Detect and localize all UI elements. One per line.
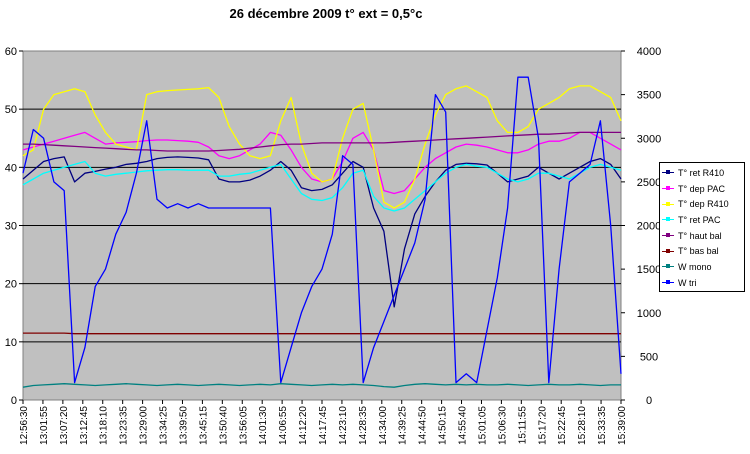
x-tick-label: 14:12:20 [298, 406, 309, 445]
legend-item: W mono [660, 259, 744, 275]
y-left-tick-label: 40 [5, 162, 17, 174]
series-line-t-ret-pac [22, 160, 622, 212]
x-tick-label: 15:01:05 [477, 406, 488, 445]
legend-swatch [662, 280, 674, 285]
x-tick-label: 14:55:40 [458, 406, 469, 445]
x-tick-label: 14:50:15 [438, 406, 449, 445]
x-tick-label: 15:17:20 [537, 406, 548, 445]
x-tick-label: 14:28:35 [358, 406, 369, 445]
legend-item: T° ret PAC [660, 212, 744, 228]
legend-marker [666, 280, 670, 285]
legend-label: T° haut bal [678, 230, 722, 241]
y-right-tick-label: 0 [646, 395, 652, 407]
x-tick-label: 14:06:55 [278, 406, 289, 445]
legend-label: T° dep R410 [678, 199, 729, 210]
y-right-tick-label: 2000 [637, 221, 661, 233]
y-left-tick-label: 20 [5, 279, 17, 291]
x-tick-label: 15:28:10 [577, 406, 588, 445]
legend-swatch [662, 186, 674, 191]
legend-label: T° dep PAC [678, 183, 725, 194]
x-tick-label: 13:34:25 [159, 406, 170, 445]
series-line-t-bas-bal [23, 332, 621, 335]
legend-item: T° dep PAC [660, 181, 744, 197]
legend-marker [666, 248, 670, 253]
x-tick-label: 13:39:50 [178, 406, 189, 445]
legend-marker [666, 217, 670, 222]
x-tick-label: 14:17:45 [318, 406, 329, 445]
series-line-w-tri [22, 76, 622, 384]
x-tick-label: 13:12:45 [79, 406, 90, 445]
series-line-t-ret-r410 [22, 156, 622, 308]
legend-swatch [662, 170, 674, 175]
chart-title: 26 décembre 2009 t° ext = 0,5°c [229, 6, 423, 21]
y-left-tick-label: 30 [5, 221, 17, 233]
x-tick-label: 13:18:10 [99, 406, 110, 445]
x-tick-label: 13:01:55 [39, 406, 50, 445]
legend-item: T° ret R410 [660, 165, 744, 181]
series-line-w-mono [22, 383, 621, 388]
legend-label: T° ret R410 [678, 167, 725, 178]
x-tick-label: 13:07:20 [59, 406, 70, 445]
x-tick-label: 14:34:00 [378, 406, 389, 445]
x-tick-label: 12:56:30 [19, 406, 30, 445]
legend-label: W mono [678, 261, 712, 272]
series-line-t-haut-bal [23, 131, 621, 152]
legend-swatch [662, 264, 674, 269]
legend-item: T° haut bal [660, 228, 744, 244]
legend-marker [666, 201, 670, 206]
x-tick-label: 15:11:55 [517, 406, 528, 445]
x-tick-label: 14:44:50 [418, 406, 429, 445]
y-right-tick-label: 1500 [637, 264, 661, 276]
y-left-tick-label: 0 [11, 395, 17, 407]
x-tick-label: 15:22:45 [557, 406, 568, 445]
legend-item: W tri [660, 275, 744, 291]
legend-label: W tri [678, 277, 697, 288]
legend-marker [666, 170, 670, 175]
legend-marker [666, 233, 670, 238]
x-tick-label: 13:56:05 [238, 406, 249, 445]
x-tick-label: 15:06:30 [497, 406, 508, 445]
legend-swatch [662, 233, 674, 238]
series-line-t-dep-r410 [22, 85, 622, 209]
legend-swatch [662, 201, 674, 206]
y-left-tick-label: 60 [5, 46, 17, 58]
x-tick-label: 13:29:00 [139, 406, 150, 445]
legend-item: T° dep R410 [660, 196, 744, 212]
legend-marker [666, 186, 670, 191]
chart-legend: T° ret R410 T° dep PAC T° dep R410 T° ret P… [659, 162, 745, 292]
x-tick-label: 14:23:10 [338, 406, 349, 445]
x-tick-label: 13:50:40 [218, 406, 229, 445]
x-tick-label: 14:39:25 [398, 406, 409, 445]
x-tick-label: 15:39:00 [617, 406, 628, 445]
x-tick-label: 13:23:35 [119, 406, 130, 445]
y-right-tick-label: 3500 [637, 90, 661, 102]
y-right-tick-label: 3000 [637, 133, 661, 145]
legend-swatch [662, 217, 674, 222]
y-left-tick-label: 50 [5, 104, 17, 116]
y-right-tick-label: 500 [640, 351, 658, 363]
y-left-tick-label: 10 [5, 337, 17, 349]
x-tick-label: 13:45:15 [198, 406, 209, 445]
legend-item: T° bas bal [660, 243, 744, 259]
x-tick-label: 15:33:35 [597, 406, 608, 445]
legend-marker [666, 264, 670, 269]
y-right-tick-label: 2500 [637, 177, 661, 189]
y-right-tick-label: 1000 [637, 308, 661, 320]
legend-label: T° bas bal [678, 246, 719, 257]
legend-label: T° ret PAC [678, 214, 721, 225]
x-tick-label: 14:01:30 [258, 406, 269, 445]
legend-swatch [662, 248, 674, 253]
y-right-tick-label: 4000 [637, 46, 661, 58]
